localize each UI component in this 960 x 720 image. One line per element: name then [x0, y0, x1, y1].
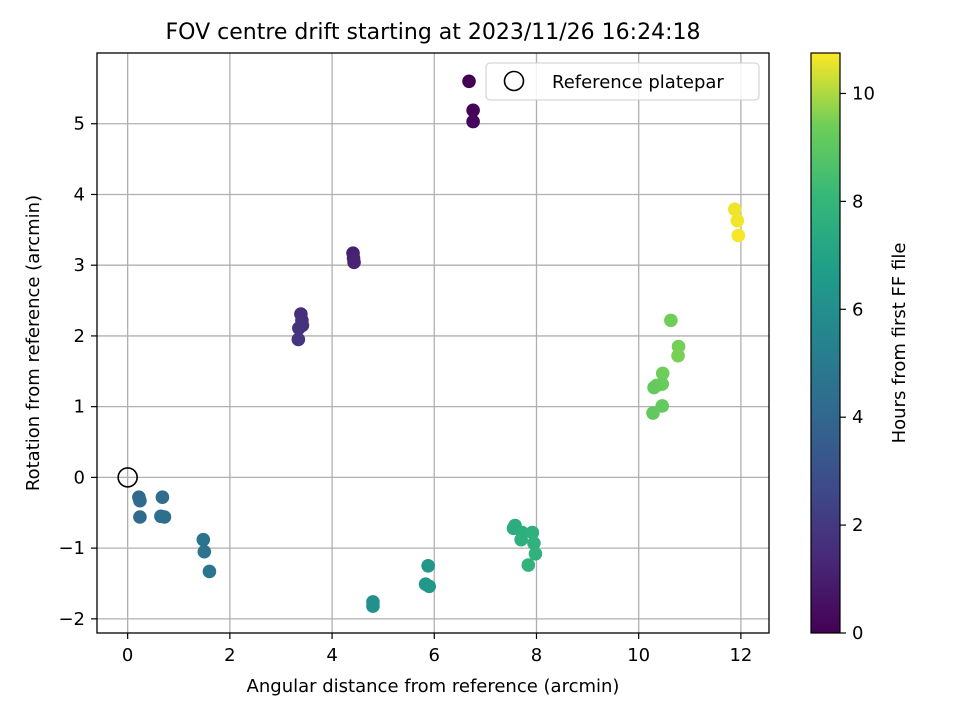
data-point	[202, 564, 217, 579]
data-point	[291, 332, 306, 347]
colorbar-tick-label: 2	[852, 515, 863, 536]
y-axis-ticks: −2 −1 0 1 2 3 4 5	[58, 114, 97, 630]
data-point	[133, 493, 147, 508]
x-tick-label: 10	[627, 645, 650, 666]
plot-frame	[96, 52, 770, 634]
reference-marker	[117, 467, 138, 488]
colorbar-tick-label: 8	[852, 191, 863, 212]
data-point	[647, 380, 661, 395]
x-tick-label: 4	[326, 645, 337, 666]
data-point	[462, 74, 476, 89]
data-point	[196, 532, 211, 547]
y-axis-label: Rotation from reference (arcmin)	[23, 195, 44, 491]
data-point	[466, 114, 480, 129]
data-point	[730, 213, 745, 228]
legend: Reference platepar	[485, 62, 760, 101]
chart-title: FOV centre drift starting at 2023/11/26 …	[166, 20, 701, 45]
data-point	[527, 536, 541, 550]
data-point	[157, 510, 172, 524]
y-tick-label: 2	[74, 326, 85, 347]
data-point	[655, 399, 669, 413]
y-tick-label: 4	[74, 184, 85, 205]
legend-label-reference: Reference platepar	[552, 72, 724, 93]
y-tick-label: −2	[58, 609, 85, 630]
colorbar-tick-label: 0	[852, 623, 863, 644]
x-tick-label: 0	[122, 645, 133, 666]
data-point	[731, 228, 746, 243]
colorbar-tick-label: 6	[852, 299, 863, 320]
x-axis-label: Angular distance from reference (arcmin)	[247, 676, 620, 697]
y-tick-label: −1	[58, 538, 85, 559]
data-point	[671, 348, 685, 363]
y-tick-label: 0	[74, 467, 85, 488]
x-axis-ticks: 0 2 4 6 8 10 12	[122, 633, 752, 666]
legend-box	[485, 62, 760, 101]
data-points	[132, 74, 746, 613]
data-point	[292, 321, 306, 335]
x-tick-label: 2	[224, 645, 235, 666]
colorbar-gradient	[810, 52, 841, 634]
data-point	[421, 559, 435, 573]
colorbar: 0 2 4 6 8 10 Hours from first FF file	[810, 52, 910, 644]
grid	[97, 53, 769, 633]
data-point	[422, 579, 436, 594]
data-point	[646, 406, 660, 420]
data-point	[514, 532, 528, 547]
colorbar-tick-label: 4	[852, 407, 863, 428]
data-point	[655, 366, 670, 381]
data-point	[664, 313, 678, 328]
data-point	[155, 490, 170, 504]
data-point	[525, 525, 540, 540]
data-point	[197, 544, 212, 559]
y-tick-label: 5	[74, 114, 85, 135]
y-tick-label: 1	[74, 397, 85, 418]
data-point	[528, 546, 543, 561]
legend-marker-reference	[503, 70, 525, 92]
data-point	[521, 558, 536, 572]
x-tick-label: 8	[531, 645, 542, 666]
colorbar-tick-label: 10	[852, 83, 875, 104]
data-point	[466, 103, 480, 118]
colorbar-ticks: 0 2 4 6 8 10	[840, 83, 875, 644]
data-point	[727, 202, 742, 217]
y-tick-label: 3	[74, 255, 85, 276]
data-point	[347, 255, 361, 270]
x-tick-label: 6	[429, 645, 440, 666]
data-point	[366, 599, 380, 613]
data-point	[133, 510, 147, 524]
x-tick-label: 12	[729, 645, 752, 666]
colorbar-label: Hours from first FF file	[889, 243, 910, 444]
